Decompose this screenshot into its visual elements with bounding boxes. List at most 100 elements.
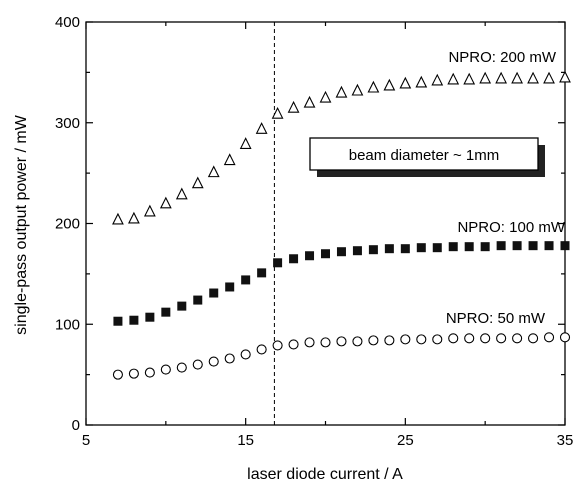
triangle-marker	[128, 211, 140, 224]
x-tick-label: 25	[397, 432, 414, 449]
circle-marker	[543, 332, 555, 343]
circle-marker	[464, 333, 475, 344]
triangle-marker	[271, 106, 284, 119]
triangle-marker	[447, 72, 460, 85]
square-marker	[209, 288, 219, 298]
x-axis-label: laser diode current / A	[247, 466, 403, 483]
series-3	[112, 332, 571, 380]
axis-ticks	[85, 21, 566, 426]
circle-marker	[352, 336, 363, 347]
square-marker	[352, 246, 362, 256]
x-tick-label: 5	[82, 432, 90, 449]
y-tick-label: 100	[55, 316, 80, 333]
triangle-marker	[112, 212, 124, 225]
square-marker	[161, 307, 171, 317]
triangle-marker	[191, 176, 204, 189]
square-marker	[480, 242, 490, 252]
triangle-marker	[287, 100, 300, 113]
annotation-text: beam diameter ~ 1mm	[349, 147, 499, 164]
series-label-npro-100: NPRO: 100 mW	[457, 219, 565, 236]
square-marker	[384, 244, 394, 254]
circle-marker	[528, 333, 539, 344]
triangle-marker	[367, 80, 380, 93]
triangle-marker	[207, 165, 220, 178]
circle-marker	[304, 337, 315, 348]
square-marker	[145, 312, 155, 322]
square-marker	[336, 247, 346, 257]
triangle-marker	[431, 73, 444, 86]
square-marker	[305, 251, 315, 261]
circle-marker	[112, 369, 123, 380]
square-marker	[368, 245, 378, 255]
circle-marker	[256, 344, 267, 355]
square-marker	[400, 244, 410, 254]
square-marker	[512, 241, 522, 251]
triangle-marker	[239, 137, 252, 149]
square-marker	[416, 243, 426, 253]
series-2	[113, 241, 570, 326]
data-series	[112, 70, 571, 380]
square-marker	[432, 243, 442, 253]
square-marker	[448, 242, 458, 252]
circle-marker	[208, 356, 219, 367]
circle-marker	[144, 367, 155, 378]
square-marker	[257, 268, 267, 278]
triangle-marker	[559, 70, 571, 83]
triangle-marker	[527, 71, 539, 84]
triangle-marker	[143, 204, 156, 217]
circle-marker	[480, 333, 491, 344]
circle-marker	[288, 339, 299, 350]
triangle-marker	[415, 75, 428, 88]
square-marker	[560, 241, 570, 251]
y-axis-label: single-pass output power / mW	[13, 114, 30, 335]
triangle-marker	[479, 71, 492, 84]
square-marker	[273, 258, 283, 268]
series-1	[112, 70, 571, 225]
annotation-frame	[309, 137, 539, 171]
series-label-npro-50: NPRO: 50 mW	[446, 310, 546, 327]
y-tick-label: 300	[55, 115, 80, 132]
series-label-npro-200: NPRO: 200 mW	[448, 49, 556, 66]
circle-marker	[224, 353, 235, 364]
triangle-marker	[159, 196, 172, 209]
circle-marker	[160, 364, 171, 375]
triangle-marker	[335, 85, 348, 98]
circle-marker	[400, 334, 411, 345]
circle-marker	[432, 334, 443, 345]
square-marker	[289, 254, 299, 264]
circle-marker	[448, 333, 459, 344]
triangle-marker	[543, 71, 555, 84]
square-marker	[177, 301, 187, 311]
triangle-marker	[255, 122, 268, 134]
circle-marker	[336, 336, 347, 347]
triangle-marker	[319, 90, 332, 103]
square-marker	[496, 241, 506, 251]
circle-marker	[320, 337, 331, 348]
y-tick-label: 200	[55, 216, 80, 233]
triangle-marker	[175, 187, 188, 200]
triangle-marker	[303, 95, 316, 108]
x-tick-label: 35	[557, 432, 574, 449]
triangle-marker	[495, 71, 508, 84]
square-marker	[321, 249, 330, 259]
square-marker	[225, 282, 235, 292]
circle-marker	[559, 332, 571, 343]
circle-marker	[496, 333, 507, 344]
triangle-marker	[463, 72, 476, 85]
square-marker	[544, 241, 554, 251]
axis-tick-labels: 5 15 25 35 0 100 200 300 400	[55, 14, 573, 449]
square-marker	[528, 241, 538, 251]
circle-marker	[240, 349, 251, 360]
square-marker	[241, 275, 251, 285]
circle-marker	[368, 335, 379, 346]
triangle-marker	[351, 83, 364, 96]
square-marker	[113, 316, 123, 326]
triangle-marker	[223, 153, 236, 166]
triangle-marker	[383, 78, 396, 91]
square-marker	[193, 295, 203, 305]
annotation-box: beam diameter ~ 1mm	[309, 137, 545, 177]
circle-marker	[128, 368, 139, 379]
y-tick-label: 0	[72, 417, 80, 434]
x-tick-label: 15	[237, 432, 254, 449]
